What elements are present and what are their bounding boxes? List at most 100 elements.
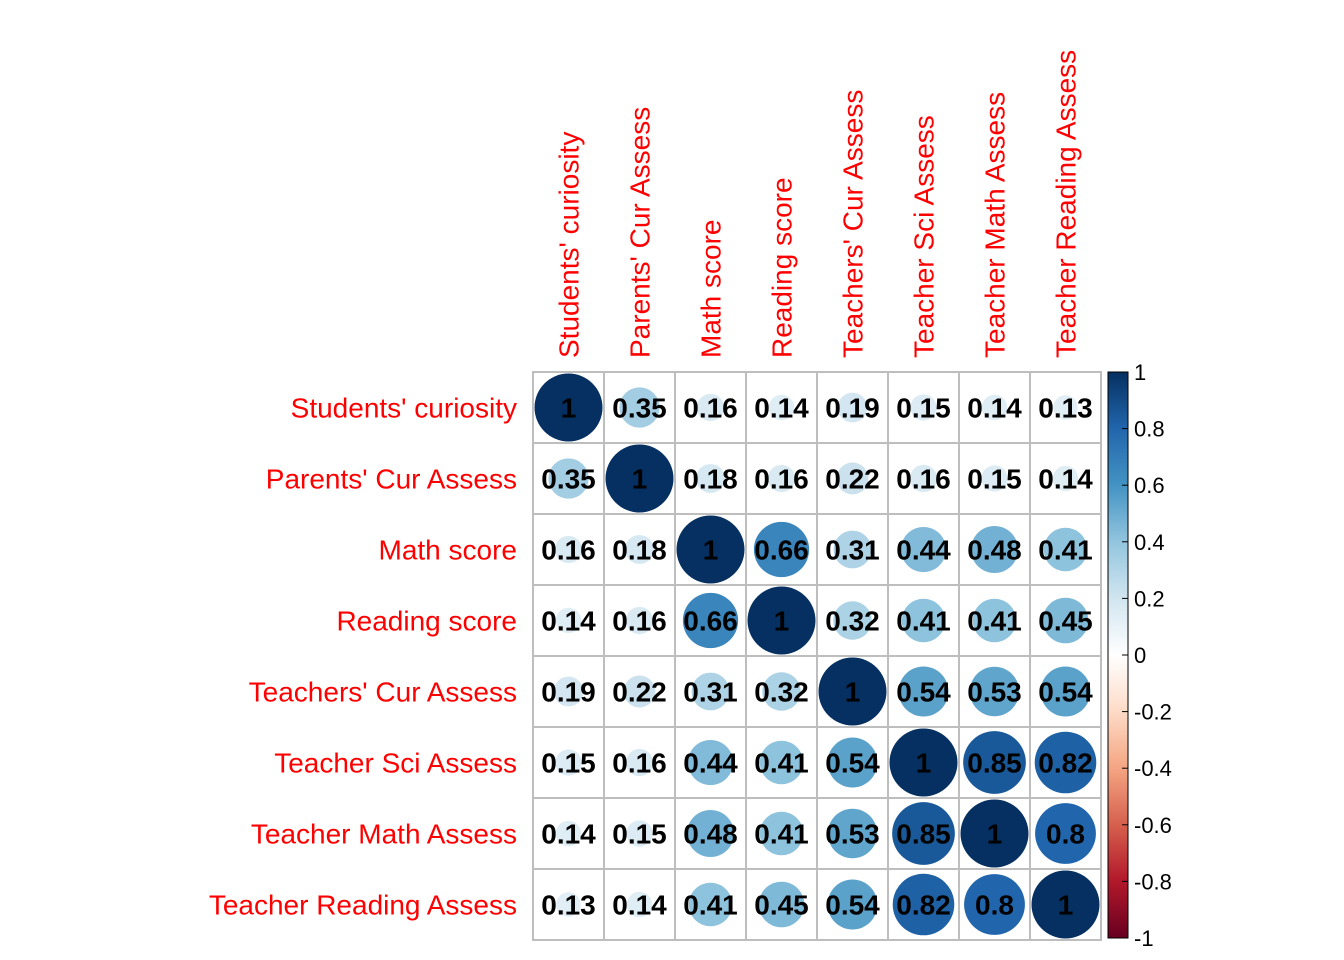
correlation-circle (686, 809, 735, 858)
correlation-value: 0.54 (896, 677, 951, 708)
correlation-value: 1 (916, 748, 932, 779)
correlation-circle (696, 464, 725, 493)
correlation-values: 1 0.35 0.16 0.14 0.19 0.15 0.14 0.13 0.35 1 0.18 0.… (541, 393, 1093, 921)
colorbar-tick-label: 0.6 (1134, 473, 1165, 498)
correlation-circle (818, 657, 887, 726)
correlation-circle (554, 535, 583, 564)
correlation-circle (909, 464, 938, 493)
correlation-value: 0.15 (967, 464, 1022, 495)
correlation-circle (626, 891, 653, 918)
correlation-value: 0.45 (754, 890, 809, 921)
correlation-value: 0.44 (683, 748, 738, 779)
column-labels: Students' curiosity Parents' Cur Assess Ma… (554, 50, 1082, 358)
correlation-value: 0.32 (825, 606, 880, 637)
correlation-value: 0.32 (754, 677, 809, 708)
correlation-value: 0.19 (541, 677, 596, 708)
correlation-circle (898, 666, 949, 717)
correlation-circle (747, 586, 816, 655)
correlation-circle (833, 601, 872, 640)
correlation-value: 0.82 (1038, 748, 1093, 779)
colorbar-tick-label: -0.4 (1134, 756, 1172, 781)
correlation-value: 1 (845, 677, 861, 708)
correlation-value: 0.31 (683, 677, 738, 708)
correlation-value: 0.16 (683, 393, 738, 424)
row-label: Teachers' Cur Assess (249, 677, 517, 708)
correlation-value: 0.22 (825, 464, 880, 495)
correlation-value: 0.14 (1038, 464, 1093, 495)
correlation-value: 0.54 (825, 748, 880, 779)
correlation-circle (827, 737, 878, 788)
correlation-circle (534, 373, 603, 442)
correlation-value: 0.15 (896, 393, 951, 424)
row-label: Parents' Cur Assess (266, 464, 517, 495)
column-label: Teacher Sci Assess (909, 115, 940, 358)
correlation-value: 0.48 (967, 535, 1022, 566)
correlation-circle (682, 592, 739, 649)
correlation-value: 1 (632, 464, 648, 495)
correlation-circle (625, 748, 654, 777)
correlation-circle (1043, 527, 1088, 572)
correlation-value: 0.16 (754, 464, 809, 495)
column-label: Teacher Math Assess (980, 92, 1011, 358)
correlation-circle (767, 464, 796, 493)
column-label: Reading score (767, 177, 798, 358)
correlation-value: 0.31 (825, 535, 880, 566)
correlation-circle (1042, 597, 1089, 644)
correlation-circle (981, 394, 1008, 421)
colorbar-tick-label: -0.8 (1134, 869, 1172, 894)
correlation-circle (553, 676, 584, 707)
correlation-circle (892, 873, 955, 936)
correlation-value: 0.16 (896, 464, 951, 495)
correlation-value: 0.41 (896, 606, 951, 637)
correlation-value: 0.14 (754, 393, 809, 424)
correlation-circle (1034, 731, 1097, 794)
correlation-circle (625, 606, 654, 635)
correlation-circle (759, 740, 804, 785)
correlation-value: 0.41 (683, 890, 738, 921)
correlation-circle (623, 675, 656, 708)
correlation-value: 0.14 (612, 890, 667, 921)
correlation-value: 0.66 (683, 606, 738, 637)
correlation-circle (889, 728, 958, 797)
correlation-circle (1053, 395, 1078, 420)
correlation-circle (762, 672, 801, 711)
correlation-circle (548, 458, 589, 499)
row-label: Math score (379, 535, 518, 566)
correlation-value: 0.54 (1038, 677, 1093, 708)
colorbar-tick-label: -0.6 (1134, 813, 1172, 838)
correlation-circle (619, 387, 660, 428)
grid (532, 371, 1102, 941)
correlation-value: 1 (987, 819, 1003, 850)
correlation-circle (605, 444, 674, 513)
correlation-value: 0.13 (1038, 393, 1093, 424)
row-label: Reading score (336, 606, 517, 637)
correlation-circle (981, 465, 1008, 492)
correlation-circle (970, 525, 1019, 574)
correlation-circle (688, 882, 733, 927)
colorbar-tick-label: 0.2 (1134, 586, 1165, 611)
correlation-value: 0.41 (967, 606, 1022, 637)
column-label: Students' curiosity (554, 132, 585, 358)
correlation-circle (901, 598, 946, 643)
correlation-circle (555, 749, 582, 776)
correlation-value: 0.14 (541, 819, 596, 850)
correlation-circle (900, 526, 947, 573)
correlation-circle (892, 802, 955, 865)
correlation-value: 0.53 (967, 677, 1022, 708)
correlation-circle (759, 811, 804, 856)
correlation-value: 0.53 (825, 819, 880, 850)
correlation-circle (626, 820, 653, 847)
colorbar-tick-label: 0.8 (1134, 417, 1165, 442)
correlation-value: 0.54 (825, 890, 880, 921)
correlation-value: 0.48 (683, 819, 738, 850)
correlation-circle (836, 462, 869, 495)
correlation-circle (969, 666, 1020, 717)
correlation-circle (827, 879, 878, 930)
row-label: Teacher Reading Assess (209, 890, 517, 921)
correlation-value: 0.85 (896, 819, 951, 850)
grid-cell (1029, 868, 1102, 941)
correlation-circle (687, 739, 734, 786)
correlation-value: 0.35 (541, 464, 596, 495)
correlation-value: 0.41 (1038, 535, 1093, 566)
